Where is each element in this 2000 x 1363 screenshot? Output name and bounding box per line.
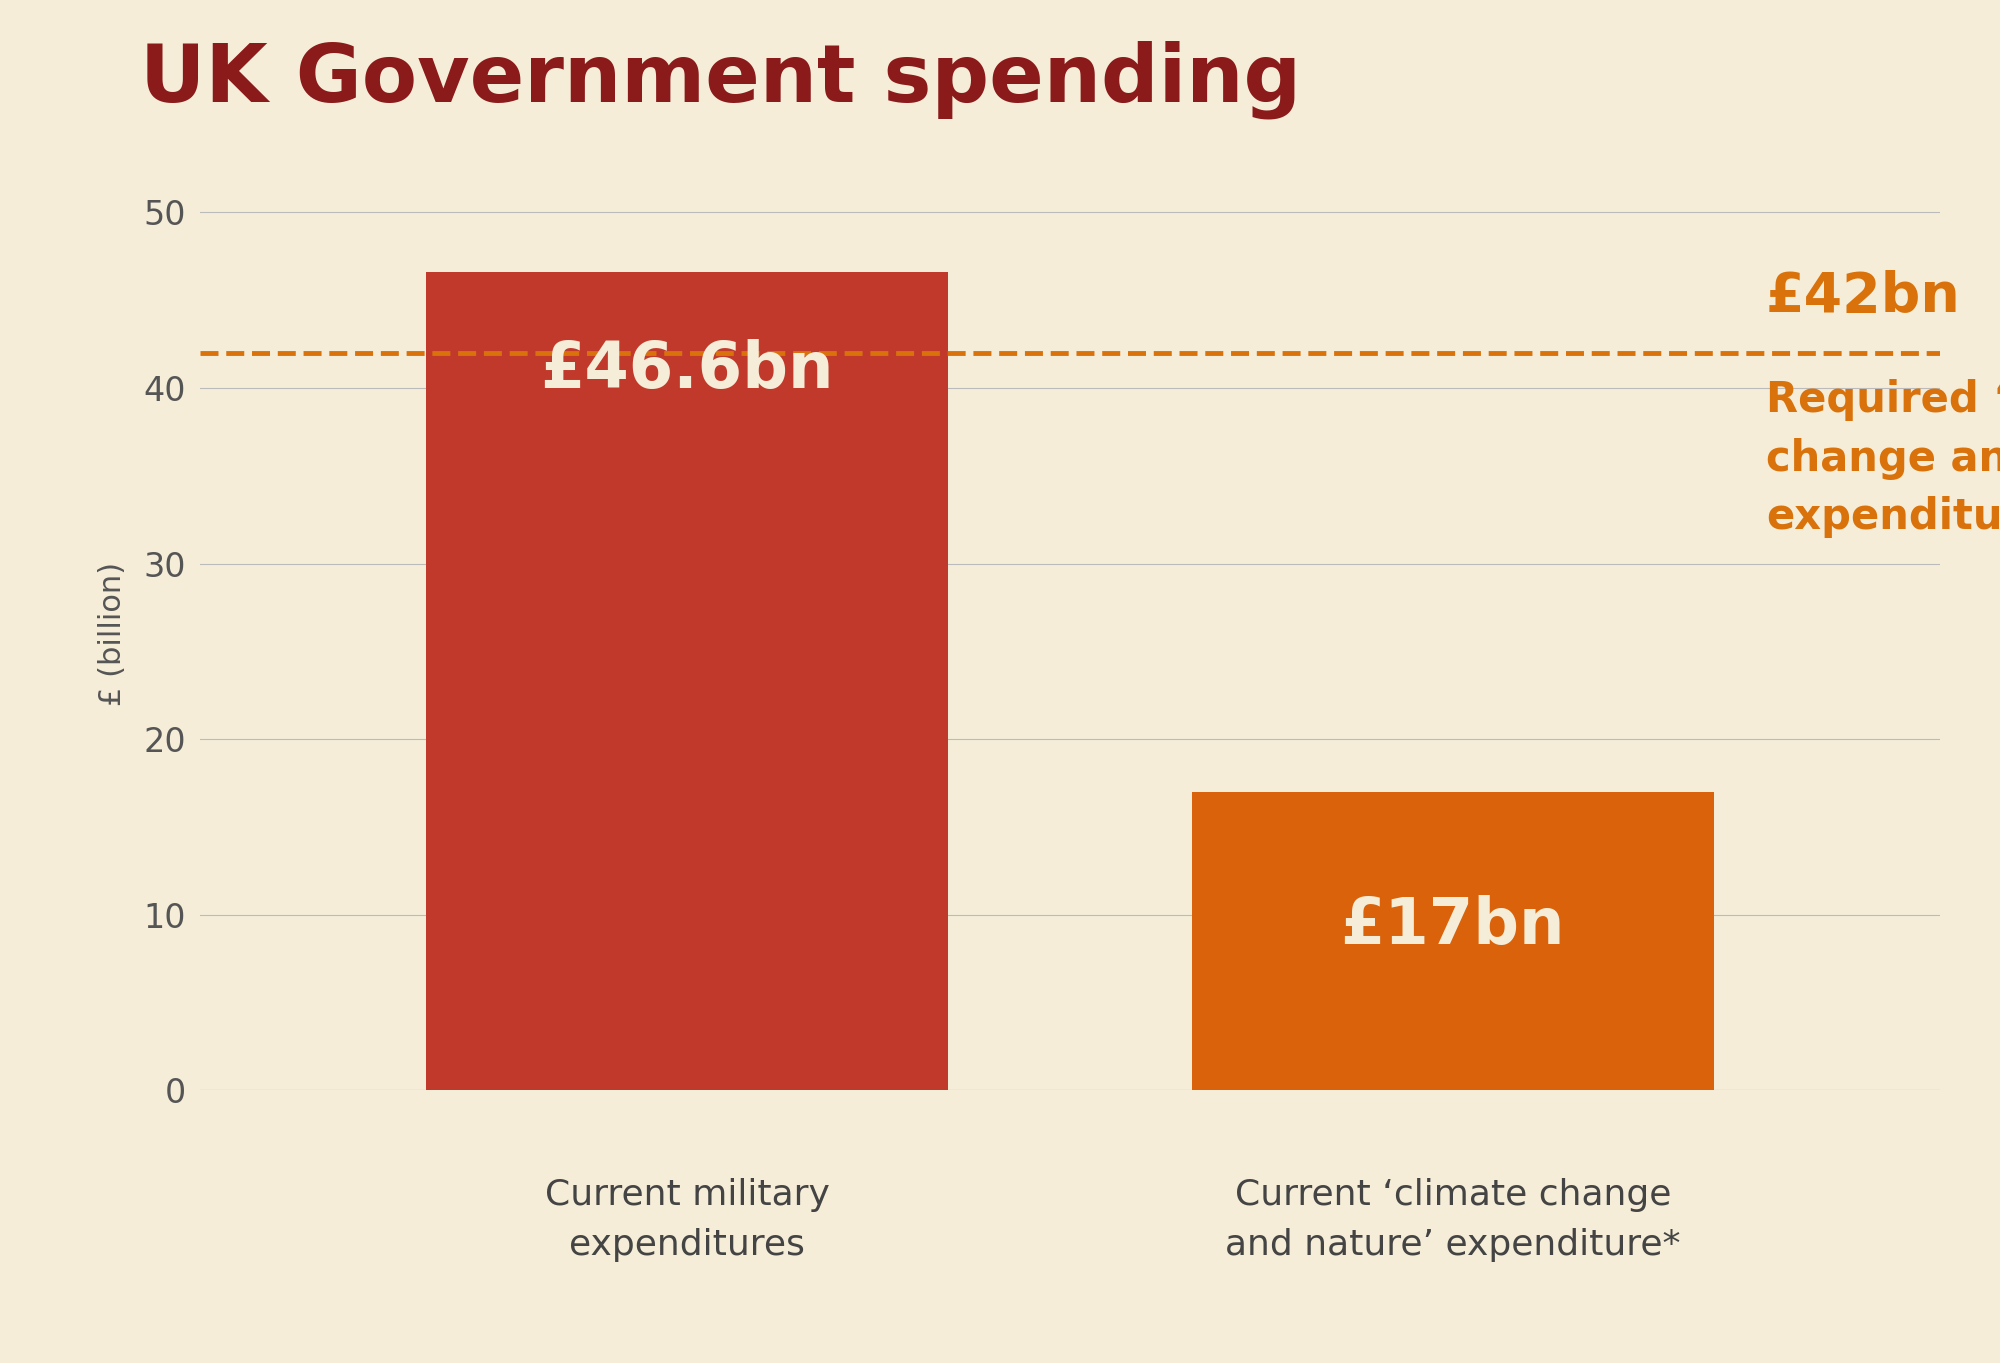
Text: Required ‘climate
change and nature’
expenditures*: Required ‘climate change and nature’ exp… — [1766, 379, 2000, 538]
Text: £46.6bn: £46.6bn — [540, 339, 834, 401]
Bar — [1192, 792, 1714, 1090]
Bar — [426, 273, 948, 1090]
Text: Current ‘climate change
and nature’ expenditure*: Current ‘climate change and nature’ expe… — [1226, 1178, 1680, 1262]
Text: £42bn: £42bn — [1766, 270, 1960, 323]
Text: £17bn: £17bn — [1340, 895, 1566, 957]
Text: Current military
expenditures: Current military expenditures — [544, 1178, 830, 1262]
Text: UK Government spending: UK Government spending — [140, 41, 1302, 120]
Y-axis label: £ (billion): £ (billion) — [98, 562, 126, 706]
